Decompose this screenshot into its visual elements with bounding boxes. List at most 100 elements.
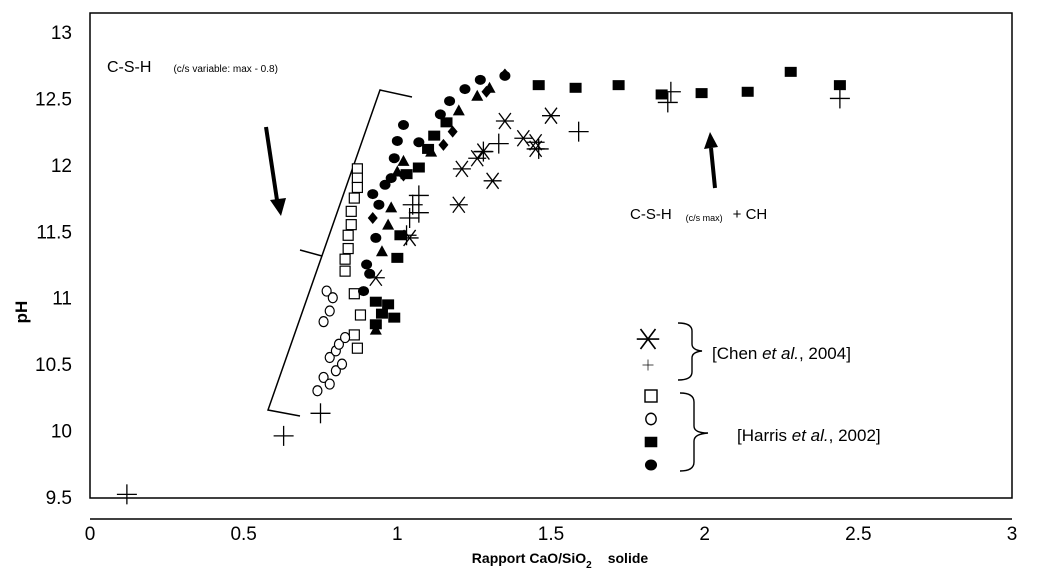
data-point-open-square (351, 163, 363, 175)
data-point-filled-square (784, 66, 797, 77)
data-point-plus (473, 141, 494, 162)
data-point-plus (408, 202, 429, 223)
y-tick-label: 12 (51, 156, 72, 177)
series-filled-square (369, 66, 846, 330)
data-point-filled-square (375, 308, 388, 319)
data-point-filled-square (833, 80, 846, 91)
data-point-filled-square (422, 143, 435, 154)
up-arrow-icon (704, 132, 718, 189)
data-point-open-circle (333, 338, 345, 350)
data-point-asterisk (526, 133, 545, 151)
data-point-filled-circle (474, 74, 486, 85)
data-point-filled-triangle (375, 245, 388, 257)
data-point-open-circle (324, 378, 335, 390)
data-point-plus (408, 185, 429, 206)
data-point-open-square (354, 309, 367, 321)
data-point-open-circle (321, 285, 332, 297)
y-tick-labels: 9.5 10 10.5 11 11.5 12 12.5 13 (35, 23, 72, 509)
data-point-filled-triangle (397, 154, 410, 166)
x-tick-label: 1.5 (538, 524, 564, 545)
data-point-filled-diamond (499, 68, 510, 81)
csh-variable-label-main: C-S-H (107, 59, 151, 76)
legend-marker-plus (642, 359, 654, 371)
legend-harris-italic: et al. (792, 426, 829, 445)
data-point-filled-circle (434, 109, 446, 120)
data-point-plus (310, 403, 331, 424)
data-point-open-square (351, 172, 363, 184)
data-point-filled-circle (367, 189, 379, 200)
data-point-filled-triangle (385, 201, 398, 213)
data-point-filled-circle (413, 137, 425, 148)
legend-chen-italic: et al. (762, 344, 799, 363)
x-tick-label: 0.5 (230, 524, 256, 545)
data-point-filled-triangle (369, 323, 382, 335)
data-point-asterisk (514, 129, 533, 147)
data-point-asterisk (495, 112, 514, 130)
data-point-filled-square (391, 252, 404, 263)
series-filled-triangle (369, 81, 496, 335)
legend-harris-label: [Harris et al., 2002] (737, 426, 881, 445)
x-tick-labels: 0 0.5 1 1.5 2 2.5 3 (85, 524, 1018, 545)
data-points (116, 66, 850, 505)
data-point-filled-square (369, 296, 382, 307)
data-point-open-square (339, 253, 351, 265)
data-point-filled-diamond (398, 169, 409, 182)
data-point-filled-circle (388, 153, 400, 164)
data-point-filled-square (655, 89, 668, 100)
data-point-filled-circle (397, 120, 409, 130)
data-point-open-square (348, 288, 360, 300)
x-axis-title-suffix: solide (608, 550, 649, 566)
legend-chen-label: [Chen et al., 2004] (712, 344, 851, 363)
y-axis-title: pH (12, 301, 31, 324)
data-point-filled-circle (444, 96, 456, 107)
legend-marker-asterisk (636, 328, 660, 350)
data-point-open-circle (324, 305, 335, 317)
series-open-circle (312, 285, 351, 397)
data-point-filled-square (440, 117, 453, 128)
x-tick-label: 2 (699, 524, 710, 545)
data-point-filled-square (428, 130, 441, 141)
y-tick-label: 9.5 (46, 488, 72, 509)
legend-harris-suffix: , 2002] (829, 426, 881, 445)
plot-area-frame (89, 12, 1013, 499)
data-point-open-square (348, 329, 360, 341)
series-filled-diamond (367, 68, 510, 224)
data-point-plus (657, 92, 678, 113)
csh-variable-label: C-S-H (c/s variable: max - 0.8) (107, 59, 278, 76)
down-arrow-icon (264, 126, 286, 216)
data-point-filled-square (532, 80, 545, 91)
data-point-plus (273, 425, 294, 446)
data-point-filled-diamond (438, 138, 449, 151)
data-point-open-circle (318, 316, 329, 328)
data-point-plus (116, 484, 137, 505)
legend-chen-prefix: [Chen (712, 344, 762, 363)
data-point-plus (829, 88, 850, 109)
data-point-open-square (348, 192, 360, 204)
csh-max-label-sub: (c/s max) (686, 213, 723, 223)
data-point-filled-triangle (425, 145, 438, 157)
data-point-asterisk (542, 107, 560, 125)
x-tick-label: 0 (85, 524, 96, 545)
data-point-plus (399, 208, 420, 228)
series-filled-circle (358, 70, 511, 297)
legend-marker-open-circle (645, 412, 657, 426)
data-point-filled-circle (361, 259, 373, 270)
data-point-filled-circle (370, 232, 382, 243)
data-point-asterisk (452, 160, 471, 178)
x-tick-label: 1 (392, 524, 403, 545)
data-point-plus (488, 133, 509, 154)
data-point-plus (402, 194, 423, 215)
data-point-filled-diamond (447, 125, 458, 138)
data-point-open-square (342, 242, 354, 255)
csh-max-label-main: C-S-H (630, 206, 672, 223)
chen-brace-icon (677, 322, 703, 381)
data-point-filled-square (612, 80, 625, 91)
csh-bracket (267, 89, 413, 417)
data-point-filled-square (394, 230, 407, 241)
data-point-open-circle (324, 351, 335, 364)
y-tick-label: 13 (51, 23, 72, 44)
data-point-filled-square (382, 299, 395, 310)
data-point-filled-square (412, 162, 425, 173)
csh-variable-label-sub: (c/s variable: max - 0.8) (173, 64, 277, 75)
